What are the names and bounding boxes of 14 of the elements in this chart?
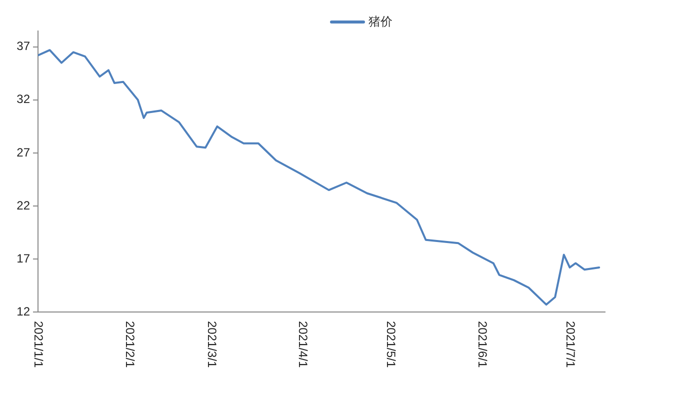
legend-label: 猪价 [368, 14, 392, 28]
x-tick-label: 2021/2/1 [122, 321, 137, 368]
x-tick-label: 2021/7/1 [563, 321, 578, 368]
x-tick-label: 2021/1/1 [32, 321, 46, 368]
y-tick-label: 12 [16, 304, 30, 318]
x-tick-label: 2021/3/1 [205, 321, 220, 368]
x-tick-label: 2021/4/1 [296, 321, 310, 368]
y-tick-label: 27 [16, 145, 30, 160]
y-tick-label: 22 [16, 198, 30, 212]
y-tick-label: 37 [16, 39, 30, 54]
x-tick-label: 2021/5/1 [384, 321, 398, 368]
x-tick-label: 2021/6/1 [475, 321, 490, 368]
y-tick-label: 32 [16, 92, 30, 106]
y-tick-label: 17 [16, 251, 30, 266]
